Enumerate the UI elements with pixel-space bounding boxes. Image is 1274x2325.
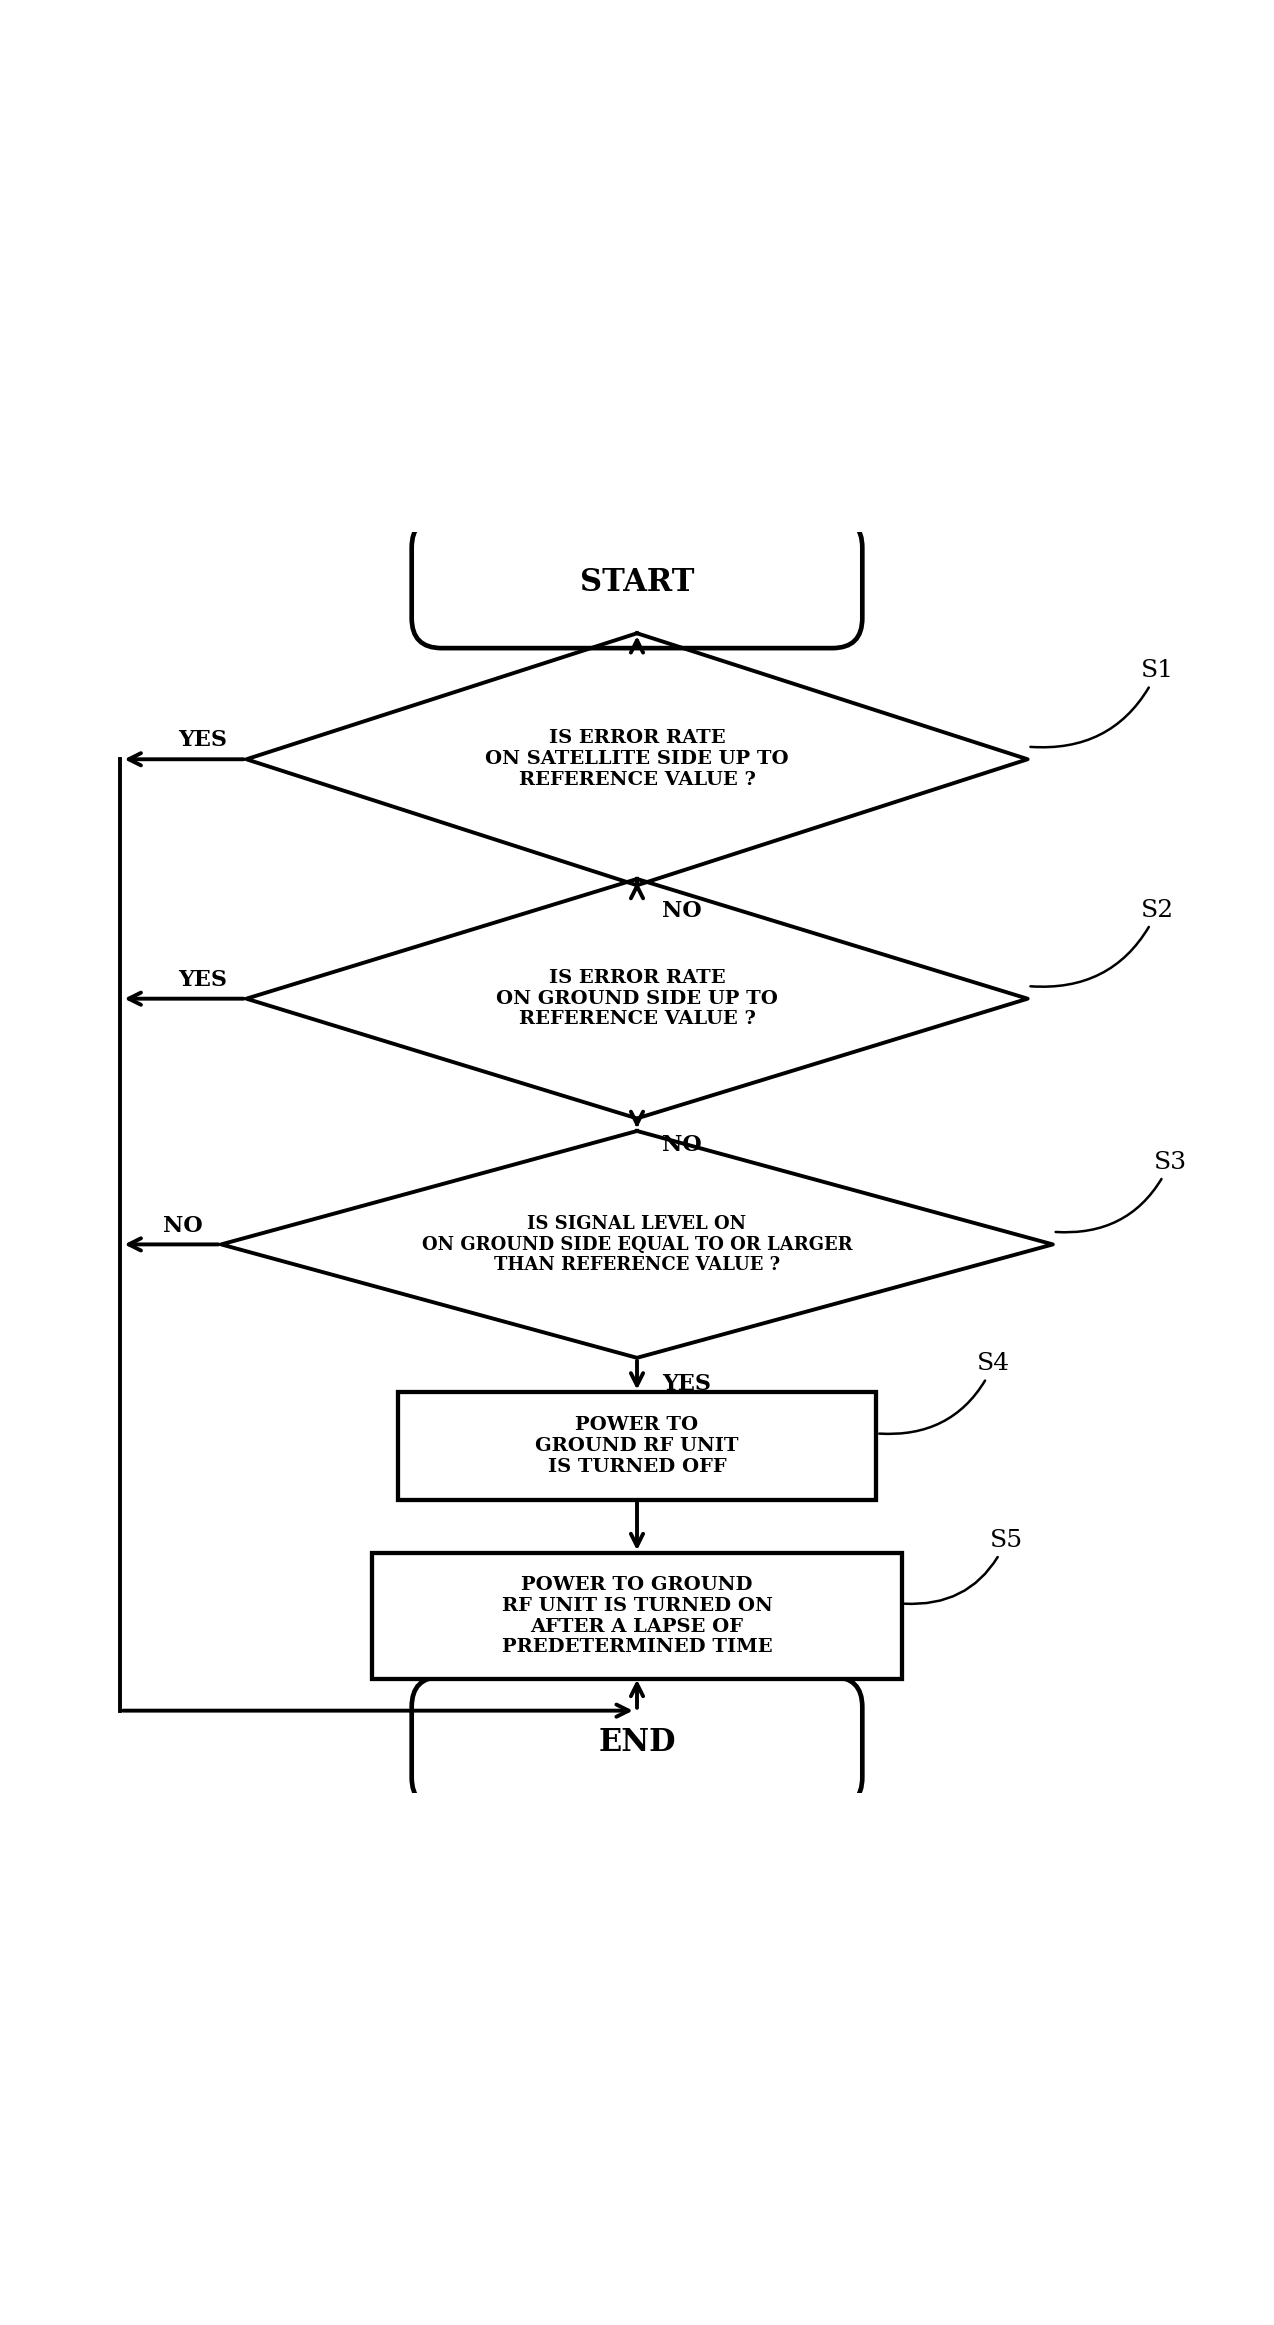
Text: YES: YES — [178, 970, 228, 990]
Text: NO: NO — [662, 900, 702, 923]
Text: IS ERROR RATE
ON GROUND SIDE UP TO
REFERENCE VALUE ?: IS ERROR RATE ON GROUND SIDE UP TO REFER… — [496, 970, 778, 1028]
Text: S2: S2 — [1031, 900, 1175, 986]
Text: NO: NO — [163, 1214, 203, 1237]
Text: START: START — [580, 567, 694, 598]
Bar — [397, 1393, 877, 1500]
Polygon shape — [222, 1130, 1052, 1358]
Text: YES: YES — [662, 1374, 711, 1395]
Polygon shape — [246, 632, 1028, 886]
Text: S3: S3 — [1056, 1151, 1187, 1232]
FancyBboxPatch shape — [412, 1676, 862, 1807]
FancyBboxPatch shape — [412, 518, 862, 649]
Text: S4: S4 — [879, 1353, 1010, 1435]
Text: POWER TO
GROUND RF UNIT
IS TURNED OFF: POWER TO GROUND RF UNIT IS TURNED OFF — [535, 1416, 739, 1476]
Text: POWER TO GROUND
RF UNIT IS TURNED ON
AFTER A LAPSE OF
PREDETERMINED TIME: POWER TO GROUND RF UNIT IS TURNED ON AFT… — [502, 1576, 772, 1655]
Text: S5: S5 — [905, 1530, 1023, 1604]
Text: S1: S1 — [1031, 660, 1175, 746]
Text: YES: YES — [178, 730, 228, 751]
Text: END: END — [599, 1727, 675, 1758]
Polygon shape — [246, 879, 1028, 1118]
Text: NO: NO — [662, 1135, 702, 1156]
Text: IS SIGNAL LEVEL ON
ON GROUND SIDE EQUAL TO OR LARGER
THAN REFERENCE VALUE ?: IS SIGNAL LEVEL ON ON GROUND SIDE EQUAL … — [422, 1214, 852, 1274]
Bar — [372, 1553, 902, 1679]
Text: IS ERROR RATE
ON SATELLITE SIDE UP TO
REFERENCE VALUE ?: IS ERROR RATE ON SATELLITE SIDE UP TO RE… — [485, 730, 789, 788]
